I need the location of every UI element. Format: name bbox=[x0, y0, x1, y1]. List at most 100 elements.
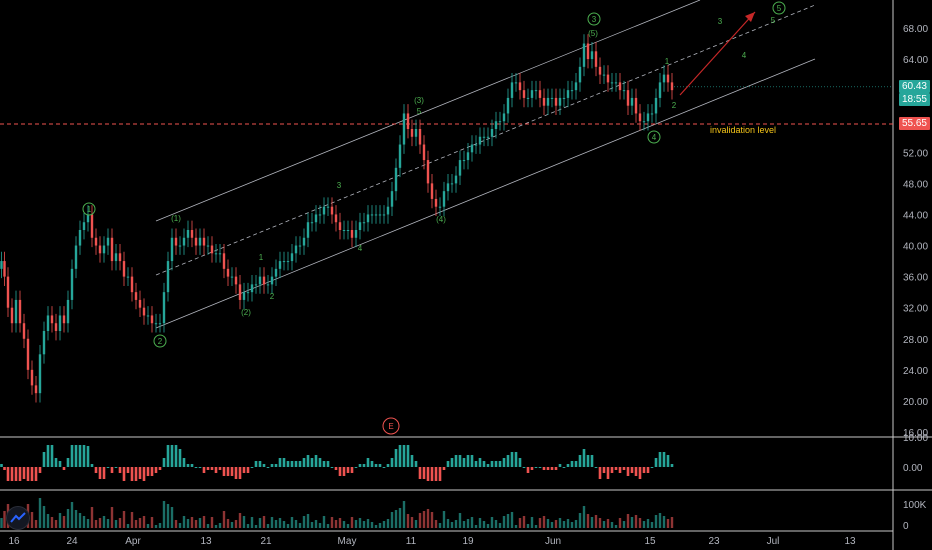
wave-label-text: 3 bbox=[718, 17, 723, 26]
candle-body bbox=[3, 261, 6, 277]
momentum-bar bbox=[302, 458, 306, 467]
candle-body bbox=[382, 214, 386, 216]
volume-bar bbox=[386, 519, 390, 528]
candle-body bbox=[482, 136, 486, 138]
wave-label-text: 1 bbox=[87, 205, 92, 214]
candle-body bbox=[406, 113, 410, 129]
volume-bar bbox=[298, 523, 302, 528]
volume-bar bbox=[86, 519, 90, 528]
volume-bar bbox=[490, 517, 494, 528]
volume-bar bbox=[0, 518, 3, 528]
volume-bar bbox=[398, 508, 402, 528]
volume-bar bbox=[82, 516, 86, 528]
momentum-bar bbox=[194, 467, 198, 468]
price-tick-label: 44.00 bbox=[903, 210, 928, 221]
volume-bar bbox=[558, 518, 562, 528]
volume-bar bbox=[54, 520, 58, 528]
candle-body bbox=[522, 90, 526, 98]
volume-bar bbox=[234, 520, 238, 528]
volume-bar bbox=[50, 517, 54, 528]
volume-bar bbox=[290, 517, 294, 528]
wave-label-text: 1 bbox=[259, 253, 264, 262]
candle-body bbox=[74, 245, 78, 269]
momentum-bar bbox=[550, 467, 554, 470]
candle-body bbox=[110, 237, 114, 262]
momentum-bar bbox=[130, 467, 134, 481]
candle-body bbox=[498, 121, 502, 123]
momentum-bar bbox=[102, 467, 106, 479]
candle-body bbox=[298, 245, 302, 247]
volume-bar bbox=[334, 520, 338, 528]
wave-label-text: 2 bbox=[672, 101, 677, 110]
candle-body bbox=[610, 82, 614, 84]
candle-body bbox=[322, 206, 326, 215]
volume-bar bbox=[182, 516, 186, 528]
momentum-bar bbox=[586, 455, 590, 467]
volume-bar bbox=[58, 513, 62, 528]
momentum-bar bbox=[502, 458, 506, 467]
candle-body bbox=[574, 82, 578, 91]
momentum-bar bbox=[346, 467, 350, 473]
volume-bar bbox=[170, 507, 174, 528]
momentum-bar bbox=[202, 467, 206, 473]
candle-body bbox=[0, 261, 3, 269]
candle-body bbox=[206, 245, 210, 247]
candle-body bbox=[342, 230, 346, 231]
volume-bar bbox=[306, 514, 310, 528]
candle-body bbox=[530, 90, 534, 98]
momentum-bar bbox=[210, 467, 214, 470]
candle-body bbox=[130, 276, 134, 293]
momentum-bar bbox=[14, 467, 18, 481]
volume-bar bbox=[326, 524, 330, 528]
candle-body bbox=[242, 292, 246, 300]
candle-body bbox=[646, 113, 650, 122]
momentum-bar bbox=[614, 467, 618, 470]
volume-bar bbox=[462, 521, 466, 528]
volume-bar bbox=[210, 517, 214, 528]
tradingview-logo-icon[interactable] bbox=[6, 506, 30, 530]
candle-body bbox=[638, 113, 642, 122]
candle-body bbox=[510, 82, 514, 98]
wave-label-circle bbox=[647, 130, 661, 144]
momentum-bar bbox=[286, 461, 290, 467]
candle-body bbox=[538, 90, 542, 98]
momentum-bar bbox=[38, 467, 42, 473]
price-tick-label: 20.00 bbox=[903, 397, 928, 408]
volume-bar bbox=[242, 516, 246, 528]
volume-bar bbox=[350, 517, 354, 528]
volume-bar bbox=[62, 516, 66, 528]
momentum-bar bbox=[626, 467, 630, 476]
time-tick-label: 21 bbox=[260, 536, 272, 547]
volume-bar bbox=[430, 512, 434, 528]
volume-bar bbox=[474, 525, 478, 528]
volume-bar bbox=[122, 511, 126, 528]
volume-bar bbox=[466, 519, 470, 528]
candle-body bbox=[550, 97, 554, 99]
momentum-bar bbox=[214, 467, 218, 473]
volume-bar bbox=[302, 516, 306, 528]
candle-body bbox=[426, 160, 430, 184]
wave-label-text: 4 bbox=[652, 133, 657, 142]
momentum-bar bbox=[382, 467, 386, 468]
momentum-bar bbox=[506, 455, 510, 467]
momentum-bar bbox=[94, 467, 98, 473]
time-tick-label: 24 bbox=[66, 536, 78, 547]
volume-bar bbox=[278, 518, 282, 528]
momentum-bar bbox=[158, 467, 162, 470]
volume-bar bbox=[362, 521, 366, 528]
volume-bar bbox=[582, 506, 586, 528]
candle-body bbox=[262, 276, 266, 285]
candle-body bbox=[126, 276, 130, 278]
volume-bar bbox=[142, 516, 146, 528]
candle-body bbox=[642, 121, 646, 123]
momentum-bar bbox=[22, 467, 26, 479]
momentum-bar bbox=[78, 445, 82, 467]
volume-bar bbox=[494, 520, 498, 528]
candle-body bbox=[170, 237, 174, 262]
candle-body bbox=[274, 268, 278, 277]
momentum-bar bbox=[18, 467, 22, 481]
candle-body bbox=[198, 237, 202, 246]
volume-bar bbox=[194, 520, 198, 528]
momentum-bar bbox=[306, 455, 310, 467]
